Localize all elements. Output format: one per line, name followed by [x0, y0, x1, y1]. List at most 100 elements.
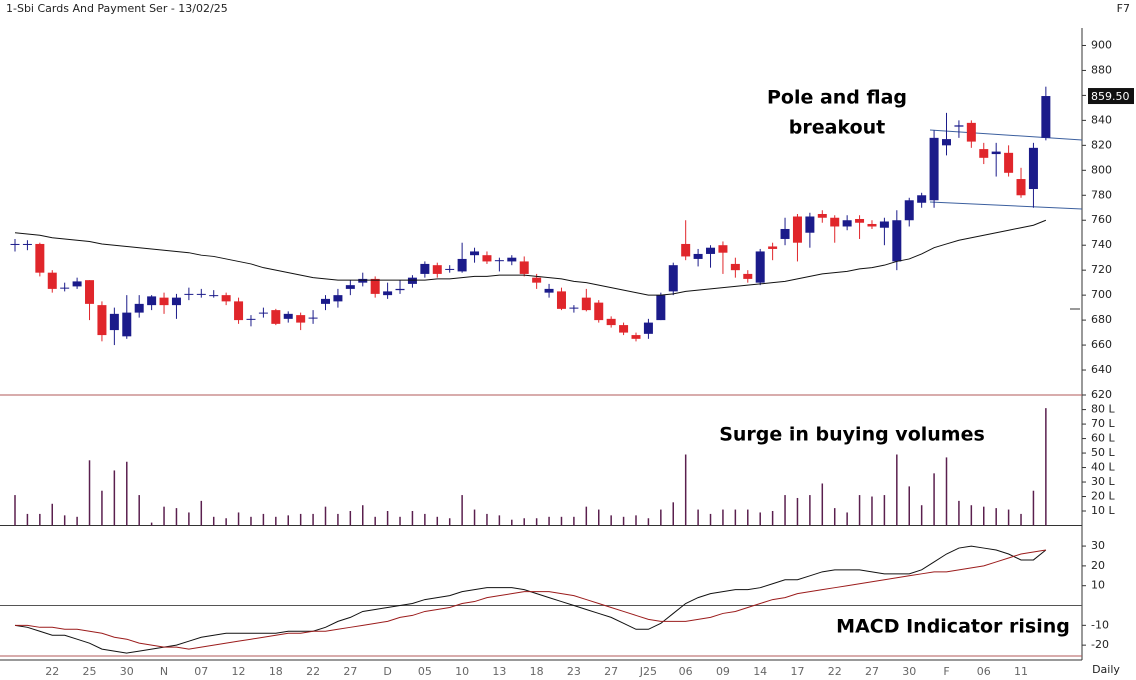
candle-body — [22, 243, 32, 245]
y-tick-label: -10 — [1091, 618, 1109, 631]
x-tick-label: D — [383, 665, 391, 678]
x-tick-label: 10 — [455, 665, 469, 678]
candle-body — [780, 228, 790, 239]
candle-body — [606, 318, 616, 326]
y-tick-label: 800 — [1091, 163, 1112, 176]
candle-body — [1028, 147, 1038, 190]
candle-body — [904, 200, 914, 221]
x-tick-label: 13 — [492, 665, 506, 678]
y-tick-label: 700 — [1091, 288, 1112, 301]
x-tick-label: 30 — [120, 665, 134, 678]
y-tick-label: 620 — [1091, 388, 1112, 401]
candle-body — [917, 195, 927, 203]
period: Daily — [1092, 663, 1120, 676]
x-tick-label: J25 — [639, 665, 657, 678]
y-tick-label: 780 — [1091, 188, 1112, 201]
candle-body — [358, 278, 368, 283]
candle-body — [979, 149, 989, 158]
x-tick-label: 09 — [716, 665, 730, 678]
x-tick-label: 06 — [679, 665, 693, 678]
x-tick-label: 27 — [604, 665, 618, 678]
y-tick-label: 740 — [1091, 238, 1112, 251]
candle-body — [470, 251, 480, 256]
x-tick-label: F — [943, 665, 949, 678]
candle-body — [333, 295, 343, 302]
candle-body — [619, 325, 629, 333]
y-tick-label: 30 — [1091, 539, 1105, 552]
annotation: Surge in buying volumes — [719, 424, 985, 446]
candle-body — [507, 257, 517, 262]
candle-body — [991, 151, 1001, 155]
candle-body — [581, 297, 591, 311]
candle-body — [72, 281, 82, 287]
x-tick-label: N — [160, 665, 168, 678]
candle-body — [792, 216, 802, 243]
x-tick-label: 05 — [418, 665, 432, 678]
x-tick-label: 18 — [269, 665, 283, 678]
candle-body — [892, 220, 902, 262]
trend-line — [929, 129, 1083, 141]
candle-body — [830, 217, 840, 227]
candle-body — [966, 122, 976, 142]
candle-body — [407, 277, 417, 284]
candle-body — [656, 295, 666, 321]
candle-body — [35, 243, 45, 273]
x-tick-label: 06 — [977, 665, 991, 678]
candle-body — [445, 268, 455, 270]
x-tick-label: 22 — [45, 665, 59, 678]
candle-body — [283, 313, 293, 319]
x-tick-label: 22 — [306, 665, 320, 678]
candle-body — [321, 298, 330, 304]
macd-line — [15, 549, 1046, 650]
candle-body — [420, 263, 430, 274]
candle-body — [681, 243, 691, 257]
candle-body — [383, 291, 393, 296]
candle-body — [805, 216, 815, 233]
y-tick-label: 720 — [1091, 263, 1112, 276]
candle-body — [296, 315, 306, 323]
candle-body — [954, 125, 964, 127]
x-tick-label: 11 — [1014, 665, 1028, 678]
candle-body — [842, 220, 852, 227]
x-tick-label: 07 — [194, 665, 208, 678]
annotation: MACD Indicator rising — [836, 616, 1070, 638]
candle-body — [159, 297, 169, 306]
candle-body — [1016, 179, 1026, 196]
candle-body — [942, 139, 951, 146]
y-tick-label: 820 — [1091, 138, 1112, 151]
candle-body — [134, 303, 144, 313]
candle-body — [60, 287, 70, 289]
candle-body — [122, 312, 132, 337]
annotation: Pole and flag — [767, 87, 907, 109]
annotation: breakout — [789, 117, 885, 139]
candle-body — [10, 243, 20, 245]
candle-body — [817, 213, 827, 218]
candle-body — [271, 310, 281, 324]
y-tick-label: -20 — [1091, 638, 1109, 651]
x-tick-label: 12 — [232, 665, 246, 678]
y-tick-label: 50 L — [1091, 446, 1115, 459]
candle-body — [569, 307, 579, 309]
candle-body — [209, 295, 219, 297]
candle-body — [556, 291, 566, 309]
candle-body — [755, 251, 765, 283]
candle-body — [370, 278, 380, 294]
candle-body — [532, 277, 542, 283]
candle-body — [743, 273, 753, 279]
trend-line — [929, 201, 1083, 210]
y-tick-label: 840 — [1091, 113, 1112, 126]
x-tick-label: 22 — [828, 665, 842, 678]
candle-body — [234, 301, 244, 321]
y-tick-label: 760 — [1091, 213, 1112, 226]
candle-body — [432, 265, 442, 274]
candle-body — [258, 312, 268, 314]
y-tick-label: 40 L — [1091, 461, 1115, 474]
candle-body — [768, 246, 778, 249]
candle-body — [221, 295, 231, 302]
x-tick-label: 27 — [343, 665, 357, 678]
last-price-box — [1088, 88, 1134, 105]
candle-body — [929, 137, 939, 201]
y-tick-label: 80 L — [1091, 403, 1115, 416]
candle-body — [855, 218, 865, 223]
